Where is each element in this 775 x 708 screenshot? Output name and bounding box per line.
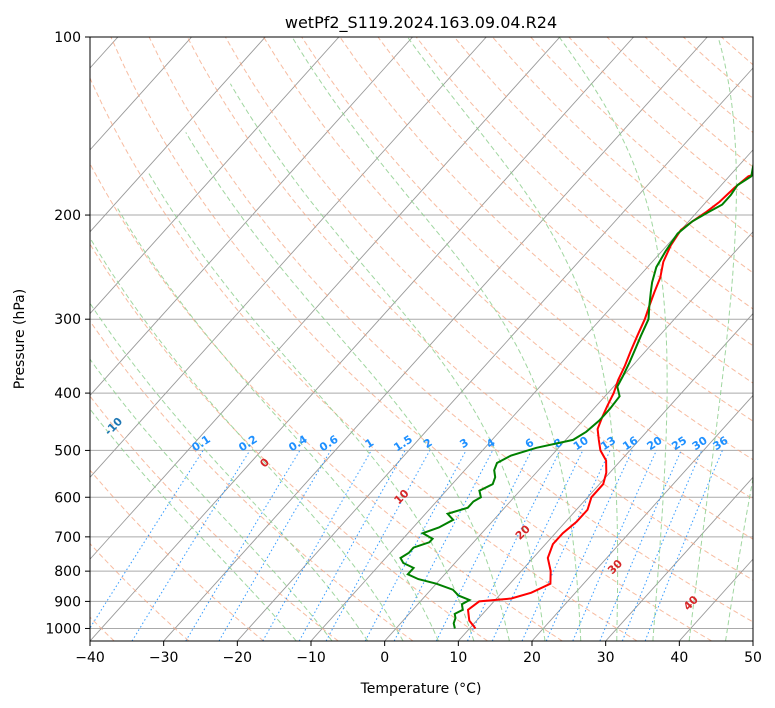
- isotherm-line: [384, 231, 753, 641]
- x-tick-label: 30: [597, 650, 615, 666]
- x-axis: −40 −30 −20 −10 0 10 20 30 40 50: [75, 641, 762, 666]
- mixing-ratio-line: [131, 450, 251, 641]
- dry-adiabat-line: [90, 243, 488, 641]
- dry-adiabat-line: [263, 37, 753, 500]
- y-tick-label: 1000: [45, 621, 81, 637]
- isotherm-grid: [90, 37, 753, 641]
- moist-adiabat-line: [90, 239, 404, 641]
- mixing-ratio-line: [262, 450, 372, 641]
- isotherm-line: [90, 37, 340, 315]
- moist-adiabat-line: [291, 37, 582, 641]
- isotherm-line: [90, 37, 413, 397]
- isotherm-line: [605, 476, 753, 641]
- y-tick-label: 700: [54, 530, 81, 546]
- mixing-ratio-line: [545, 450, 633, 641]
- dry-adiabat-line: [110, 37, 712, 641]
- x-tick-label: 0: [380, 650, 389, 666]
- x-tick-label: 10: [449, 650, 467, 666]
- moist-adiabat-line: [90, 408, 297, 641]
- moist-adiabats: [90, 37, 753, 641]
- mixing-ratio-lines: [90, 450, 723, 641]
- moist-adiabat-line: [117, 208, 439, 641]
- x-tick-label: −20: [223, 650, 253, 666]
- moist-adiabat-line: [185, 132, 510, 641]
- moist-adiabat-line: [558, 37, 668, 641]
- temperature-profile-line: [466, 173, 753, 630]
- moist-adiabat-line: [148, 173, 475, 641]
- dry-adiabat-line: [90, 320, 414, 641]
- x-tick-label: −40: [75, 650, 105, 666]
- mixing-ratio-line: [298, 450, 406, 641]
- y-axis: 100 200 300 400 500 600 700 800 900 1000: [45, 30, 90, 637]
- x-tick-label: 40: [670, 650, 688, 666]
- isotherm-line: [90, 37, 561, 560]
- moist-adiabat-line: [90, 358, 333, 641]
- dry-adiabat-line: [186, 37, 753, 581]
- y-tick-label: 100: [54, 30, 81, 46]
- isotherm-line: [163, 37, 708, 641]
- mixing-ratio-line: [644, 450, 723, 641]
- x-tick-label: −10: [296, 650, 326, 666]
- y-tick-label: 500: [54, 443, 81, 459]
- isotherm-line: [236, 67, 753, 641]
- isotherm-line: [457, 312, 753, 641]
- dry-adiabat-line: [453, 37, 753, 310]
- dry-adiabat-line: [339, 37, 753, 422]
- isotherm-line: [90, 37, 634, 641]
- y-tick-label: 300: [54, 312, 81, 328]
- mixing-ratio-line: [90, 450, 204, 629]
- mixing-ratio-line: [621, 450, 703, 641]
- x-tick-label: 50: [744, 650, 762, 666]
- moist-adiabat-line: [90, 302, 369, 641]
- plot-frame: [89, 36, 754, 642]
- y-tick-label: 400: [54, 386, 81, 402]
- moist-adiabat-line: [407, 37, 619, 641]
- x-tick-label: −30: [149, 650, 179, 666]
- dry-adiabat-line: [148, 37, 753, 623]
- dewpoint-profile-line: [399, 161, 753, 629]
- y-axis-label: Pressure (hPa): [12, 289, 28, 389]
- isotherm-line: [90, 37, 266, 233]
- mixing-ratio-line: [572, 450, 657, 641]
- isotherm-line: [90, 37, 192, 151]
- dry-adiabat-line: [90, 469, 264, 641]
- isotherm-line: [531, 394, 753, 641]
- sounding-series: [399, 161, 753, 630]
- dry-adiabat-line: [90, 76, 638, 641]
- mixing-ratio-line: [435, 450, 532, 641]
- x-tick-label: 20: [523, 650, 541, 666]
- mixing-ratio-line: [325, 450, 431, 641]
- x-axis-label: Temperature (°C): [360, 681, 482, 697]
- dry-adiabat-line: [224, 37, 753, 540]
- moist-adiabat-line: [688, 37, 737, 641]
- mixing-ratio-line: [599, 450, 682, 641]
- moist-adiabat-line: [725, 475, 753, 641]
- chart-title: wetPf2_S119.2024.163.09.04.R24: [285, 13, 557, 33]
- y-tick-label: 200: [54, 208, 81, 224]
- y-tick-label: 900: [54, 594, 81, 610]
- y-tick-label: 600: [54, 490, 81, 506]
- moist-adiabat-line: [229, 83, 546, 641]
- isotherm-line: [90, 37, 487, 479]
- y-tick-label: 800: [54, 564, 81, 580]
